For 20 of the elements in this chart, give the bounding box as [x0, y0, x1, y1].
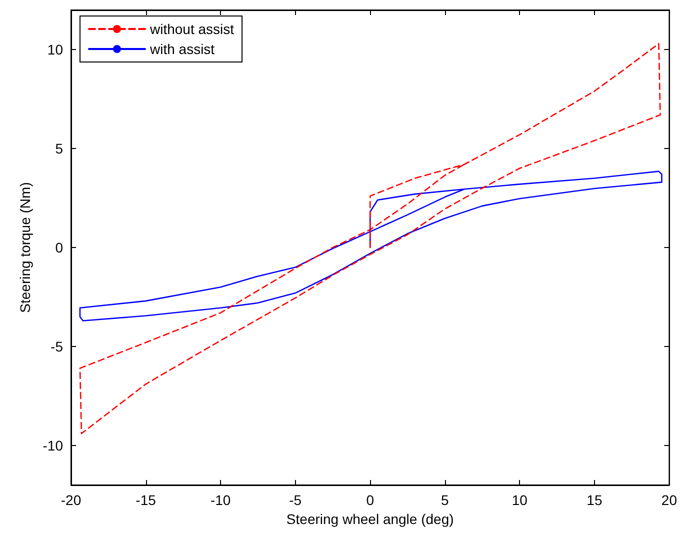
x-tick-label: -15	[136, 492, 156, 508]
x-tick-label: 5	[440, 492, 449, 508]
line-series	[79, 42, 661, 434]
legend-label: without assist	[149, 21, 234, 37]
y-tick-label: 0	[55, 240, 64, 256]
y-tick-label: -10	[42, 437, 64, 454]
y-tick-label: 10	[47, 42, 64, 58]
x-tick-label: -5	[289, 492, 302, 508]
y-tick-label: 5	[55, 140, 64, 157]
y-axis-title: Steering torque (Nm)	[16, 182, 33, 313]
line-series	[79, 170, 662, 322]
x-tick-label: -10	[210, 492, 231, 508]
x-tick-label: -20	[60, 492, 82, 508]
x-tick-label: 20	[661, 492, 678, 508]
legend-label: with assist	[149, 41, 215, 57]
x-tick-label: 15	[586, 492, 602, 508]
y-tick-label: -5	[50, 338, 64, 354]
x-axis-title: Steering wheel angle (deg)	[286, 510, 454, 527]
x-tick-label: 10	[512, 492, 528, 508]
x-tick-label: 0	[366, 492, 374, 508]
